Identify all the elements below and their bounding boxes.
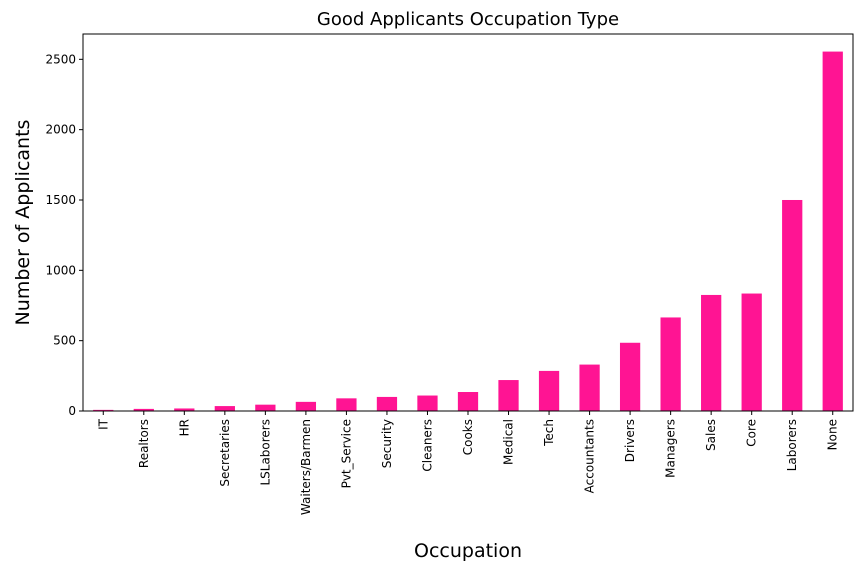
bar-it [93, 409, 114, 411]
y-tick-label: 1000 [45, 263, 76, 277]
bar-pvt-service [336, 398, 357, 411]
y-tick-label: 2500 [45, 52, 76, 66]
x-tick-label: Secretaries [218, 419, 232, 487]
x-tick-label: Laborers [785, 419, 799, 471]
x-tick-label: Waiters/Barmen [299, 419, 313, 515]
x-tick-label: IT [96, 418, 110, 430]
x-tick-label: Drivers [623, 419, 637, 462]
bars-group [93, 51, 843, 411]
y-tick-label: 1500 [45, 193, 76, 207]
bar-sales [701, 294, 722, 411]
y-tick-label: 0 [68, 404, 76, 418]
y-tick-label: 500 [53, 334, 76, 348]
bar-core [741, 293, 762, 411]
bar-none [822, 51, 843, 411]
x-tick-label: Cleaners [420, 419, 434, 472]
x-tick-label: Core [745, 419, 759, 447]
bar-hr [174, 408, 195, 411]
x-tick-label: Accountants [583, 419, 597, 493]
bar-lslaborers [255, 404, 276, 411]
bar-tech [538, 370, 560, 411]
x-tick-label: None [826, 419, 840, 450]
x-tick-label: Managers [664, 419, 678, 478]
bar-security [376, 396, 398, 411]
chart-title: Good Applicants Occupation Type [317, 9, 619, 30]
x-tick-label: Tech [542, 419, 556, 447]
bar-realtors [133, 408, 154, 411]
x-tick-label: Security [380, 419, 394, 468]
x-tick-label: Realtors [137, 419, 151, 468]
y-axis-label: Number of Applicants [12, 120, 34, 326]
bar-medical [498, 380, 519, 411]
bar-managers [660, 317, 681, 411]
x-tick-label: Cooks [461, 419, 475, 455]
y-axis: 0 500 1000 1500 2000 2500 [45, 52, 83, 418]
x-tick-label: HR [177, 419, 191, 436]
x-axis: IT Realtors HR Secretaries LSLaborers Waiters… [96, 411, 840, 515]
bar-accountants [579, 364, 600, 411]
bar-cooks [457, 392, 479, 411]
bar-drivers [619, 342, 641, 411]
bar-secretaries [214, 406, 235, 411]
x-axis-label: Occupation [414, 540, 522, 562]
y-tick-label: 2000 [45, 123, 76, 137]
plot-frame [82, 33, 854, 412]
bar-cleaners [417, 395, 438, 411]
x-tick-label: Pvt_Service [339, 419, 353, 488]
bar-waiters-barmen [295, 401, 317, 411]
x-tick-label: LSLaborers [258, 419, 272, 486]
x-tick-label: Sales [704, 419, 718, 451]
bar-laborers [782, 199, 803, 411]
x-tick-label: Medical [502, 419, 516, 465]
